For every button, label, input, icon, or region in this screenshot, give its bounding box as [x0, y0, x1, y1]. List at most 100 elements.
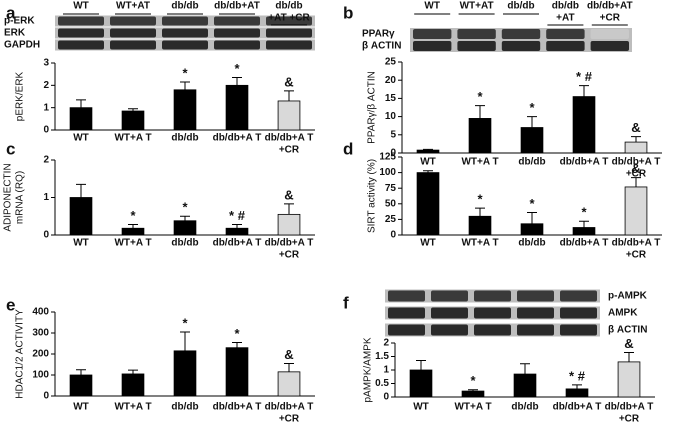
blot-band	[266, 28, 312, 38]
bar	[173, 350, 197, 397]
y-axis-label: PPARγ/β ACTIN	[367, 71, 378, 144]
lane-label: db/db	[552, 1, 579, 12]
x-tick-label: WT	[73, 238, 89, 249]
annotation: *	[581, 205, 587, 220]
blot-band	[110, 28, 156, 38]
bar	[624, 186, 648, 236]
annotation: * #	[576, 69, 593, 84]
x-tick-label: db/db+A T	[213, 133, 262, 144]
error-bar	[128, 108, 138, 112]
y-tick-label: 2	[383, 338, 389, 349]
x-tick-label: WT+A T	[114, 402, 151, 413]
blot-label: p-AMPK	[608, 291, 648, 302]
annotation: *	[529, 100, 535, 115]
bar	[624, 141, 648, 154]
lane-label: WT	[424, 1, 440, 12]
error-bar	[579, 220, 589, 228]
blot-band	[431, 307, 468, 319]
y-tick-label: 3	[43, 58, 49, 69]
bar	[173, 89, 197, 131]
blot-label: p-ERK	[4, 16, 35, 27]
x-tick-label: db/db	[511, 402, 538, 413]
x-tick-label: db/db+A T	[213, 402, 262, 413]
annotation: *	[234, 326, 240, 341]
x-tick-label: +CR	[279, 145, 300, 156]
y-tick-label: 100	[32, 370, 49, 381]
blot-band	[560, 290, 597, 302]
error-bar	[527, 116, 537, 128]
bar	[277, 100, 301, 131]
x-tick-label: db/db+A T	[265, 402, 314, 413]
annotation: *	[234, 61, 240, 76]
blot-band	[474, 290, 511, 302]
blot-band	[266, 16, 312, 26]
blot-band	[110, 16, 156, 26]
x-tick-label: WT	[73, 133, 89, 144]
x-tick-label: WT+A T	[114, 238, 151, 249]
blot-band	[58, 40, 104, 50]
error-bar	[284, 362, 294, 372]
bar	[69, 197, 93, 236]
error-bar	[631, 177, 641, 187]
x-tick-label: db/db+A T	[560, 157, 609, 168]
error-bar	[520, 363, 530, 375]
annotation: *	[182, 65, 188, 80]
bar	[565, 388, 589, 398]
lane-label: +AT +CR	[268, 13, 310, 24]
annotation: &	[284, 74, 293, 89]
blot-band	[517, 290, 554, 302]
blot-band	[590, 41, 629, 51]
x-tick-label: db/db+A T	[265, 238, 314, 249]
y-tick-label: 20	[385, 75, 397, 86]
y-tick-label: 25	[385, 57, 397, 68]
panel-letter: c	[6, 139, 15, 158]
blot-band	[560, 324, 597, 336]
bar	[409, 369, 433, 398]
blot-band	[474, 307, 511, 319]
x-tick-label: db/db	[518, 157, 545, 168]
bar	[121, 227, 145, 236]
y-tick-label: 1.5	[375, 351, 389, 362]
x-tick-label: WT+A T	[461, 238, 498, 249]
y-tick-label: 0	[43, 230, 49, 241]
y-tick-label: 5	[390, 129, 396, 140]
x-tick-label: +CR	[619, 414, 640, 425]
bar	[69, 107, 93, 131]
bar	[225, 347, 249, 397]
x-tick-label: db/db+A T	[612, 238, 661, 249]
blot-band	[214, 28, 260, 38]
y-tick-label: 100	[379, 167, 396, 178]
blot-band	[413, 29, 452, 39]
y-tick-label: 15	[385, 93, 397, 104]
error-bar	[468, 389, 478, 392]
x-tick-label: +CR	[626, 169, 647, 180]
x-tick-label: db/db+A T	[265, 133, 314, 144]
panel-letter: e	[6, 295, 15, 314]
blot-label: β ACTIN	[608, 325, 647, 336]
bar	[572, 227, 596, 236]
error-bar	[423, 170, 433, 173]
error-bar	[423, 148, 433, 151]
blot-label: AMPK	[608, 308, 638, 319]
error-bar	[76, 183, 86, 198]
bar	[277, 213, 301, 236]
error-bar	[284, 203, 294, 215]
y-tick-label: 0	[390, 230, 396, 241]
lane-label: WT+AT	[460, 1, 494, 12]
blot-label: GAPDH	[4, 40, 40, 51]
x-tick-label: WT+A T	[114, 133, 151, 144]
y-tick-label: 125	[379, 152, 396, 163]
blot-label: ERK	[4, 28, 26, 39]
blot-band	[431, 290, 468, 302]
blot-band	[388, 307, 425, 319]
lane-label: db/db+AT	[587, 1, 633, 12]
blot-band	[266, 40, 312, 50]
blot-band	[413, 41, 452, 51]
blot-label: PPARγ	[362, 29, 395, 40]
bar	[225, 84, 249, 131]
blot-band	[214, 40, 260, 50]
lane-label: WT+AT	[116, 1, 150, 12]
y-tick-label: 300	[32, 328, 49, 339]
x-tick-label: WT	[420, 157, 436, 168]
error-bar	[527, 212, 537, 224]
